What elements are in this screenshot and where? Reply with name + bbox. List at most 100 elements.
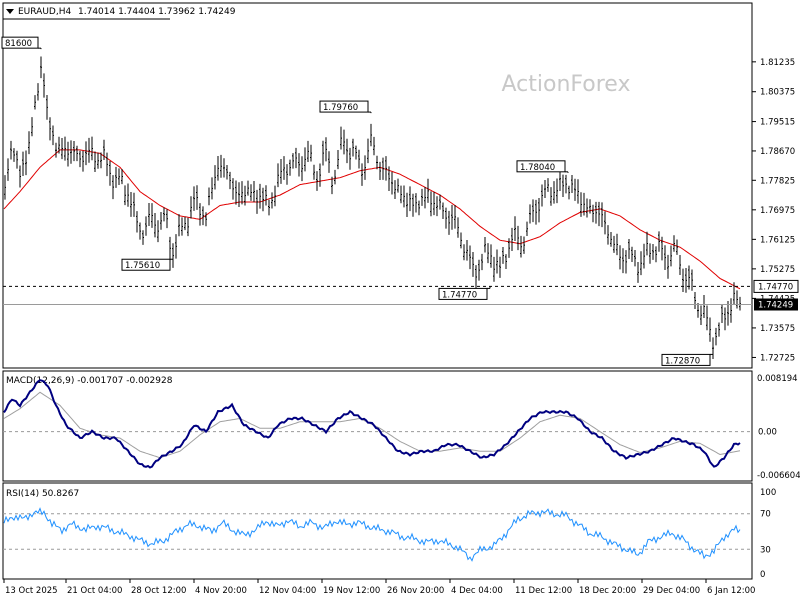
time-tick-label: 11 Dec 12:00 bbox=[515, 586, 572, 596]
price-tick-label: 1.75275 bbox=[760, 265, 795, 275]
swing-label: 1.72870 bbox=[661, 352, 714, 366]
time-tick-label: 18 Dec 20:00 bbox=[579, 586, 636, 596]
price-bar bbox=[325, 137, 327, 162]
swing-annotations: 81600 1.79760 1.75610 1.74770 1.78040 1.72870 bbox=[1, 18, 714, 366]
price-bar bbox=[619, 245, 621, 270]
price-bar bbox=[244, 185, 246, 206]
price-bar bbox=[157, 220, 159, 243]
price-bar bbox=[700, 305, 702, 325]
price-bar bbox=[208, 187, 210, 206]
price-bar bbox=[526, 221, 528, 236]
swing-label: 1.78040 bbox=[516, 160, 569, 173]
price-bar bbox=[142, 230, 144, 245]
price-bar bbox=[430, 191, 432, 217]
swing-label: 1.74770 bbox=[438, 286, 491, 300]
price-bar bbox=[646, 231, 648, 256]
price-tick-label: 1.76975 bbox=[760, 206, 795, 216]
price-bar bbox=[331, 176, 333, 195]
price-pane-frame bbox=[2, 2, 753, 369]
price-tick-label: 1.72725 bbox=[760, 353, 795, 363]
price-bar bbox=[514, 216, 516, 241]
price-bar bbox=[577, 179, 579, 204]
price-bar bbox=[64, 136, 66, 161]
price-bar bbox=[202, 206, 204, 226]
price-bar bbox=[10, 140, 12, 160]
price-bar bbox=[484, 237, 486, 253]
collapse-arrow-icon[interactable] bbox=[6, 9, 14, 14]
price-bar bbox=[196, 185, 198, 210]
price-bar bbox=[586, 198, 588, 218]
price-bar bbox=[592, 204, 594, 223]
price-bar bbox=[475, 265, 477, 289]
price-bar bbox=[22, 151, 24, 177]
price-bar bbox=[292, 153, 294, 169]
price-bar bbox=[553, 181, 555, 204]
price-bar bbox=[523, 236, 525, 254]
price-bar bbox=[109, 160, 111, 186]
price-bar bbox=[607, 225, 609, 245]
price-bar bbox=[691, 269, 693, 291]
price-bar bbox=[664, 245, 666, 271]
price-bar bbox=[88, 137, 90, 163]
price-bar bbox=[472, 252, 474, 277]
time-tick-label: 4 Nov 20:00 bbox=[195, 586, 247, 596]
price-bar bbox=[139, 222, 141, 240]
time-tick-label: 12 Nov 04:00 bbox=[259, 586, 316, 596]
macd-line bbox=[3, 379, 741, 469]
price-bar bbox=[313, 164, 315, 180]
price-bar bbox=[679, 255, 681, 275]
price-bar bbox=[361, 163, 363, 186]
rsi-tick-label: 70 bbox=[760, 510, 771, 520]
macd-signal-line bbox=[3, 391, 741, 459]
swing-label: 1.75610 bbox=[121, 257, 174, 271]
price-bar bbox=[547, 178, 549, 192]
price-bar bbox=[412, 193, 414, 217]
price-bar bbox=[34, 95, 36, 110]
price-bar bbox=[445, 207, 447, 229]
price-bar bbox=[604, 211, 606, 235]
price-bar bbox=[637, 261, 639, 283]
price-bar bbox=[397, 178, 399, 193]
price-bar bbox=[358, 149, 360, 169]
price-bar bbox=[403, 185, 405, 208]
price-bar bbox=[355, 145, 357, 160]
price-bar bbox=[409, 186, 411, 212]
price-bar bbox=[43, 73, 45, 98]
price-bar bbox=[616, 233, 618, 256]
price-bar bbox=[76, 145, 78, 162]
macd-tick-label: 0.008194 bbox=[757, 374, 798, 384]
price-bar bbox=[379, 161, 381, 181]
price-bar bbox=[520, 235, 522, 258]
price-bar bbox=[49, 117, 51, 141]
price-bar bbox=[163, 207, 165, 222]
price-bar bbox=[262, 187, 264, 212]
price-bar bbox=[388, 166, 390, 192]
time-tick-label: 4 Dec 04:00 bbox=[451, 586, 503, 596]
price-bar bbox=[466, 240, 468, 261]
price-bar bbox=[721, 304, 723, 324]
time-tick-label: 13 Oct 2025 bbox=[5, 586, 58, 596]
price-bar bbox=[7, 158, 9, 181]
price-bar bbox=[673, 235, 675, 252]
price-bar bbox=[268, 199, 270, 216]
price-bar bbox=[625, 250, 627, 274]
price-bar bbox=[511, 227, 513, 251]
macd-tick-label: -0.006604 bbox=[757, 471, 800, 481]
ma-line bbox=[3, 149, 741, 290]
price-bar bbox=[28, 131, 30, 155]
price-bar bbox=[571, 174, 573, 194]
price-tick-label: 1.79515 bbox=[760, 118, 795, 128]
price-bar bbox=[220, 154, 222, 178]
price-bar bbox=[364, 155, 366, 180]
price-bar bbox=[247, 180, 249, 196]
price-bar bbox=[352, 138, 354, 157]
price-bar bbox=[448, 210, 450, 235]
time-tick-label: 26 Nov 20:00 bbox=[387, 586, 444, 596]
price-bar bbox=[286, 164, 288, 185]
svg-text:1.72870: 1.72870 bbox=[665, 356, 700, 366]
price-bar bbox=[685, 267, 687, 293]
price-bar bbox=[400, 185, 402, 204]
price-bar bbox=[391, 171, 393, 195]
price-bar bbox=[124, 185, 126, 206]
